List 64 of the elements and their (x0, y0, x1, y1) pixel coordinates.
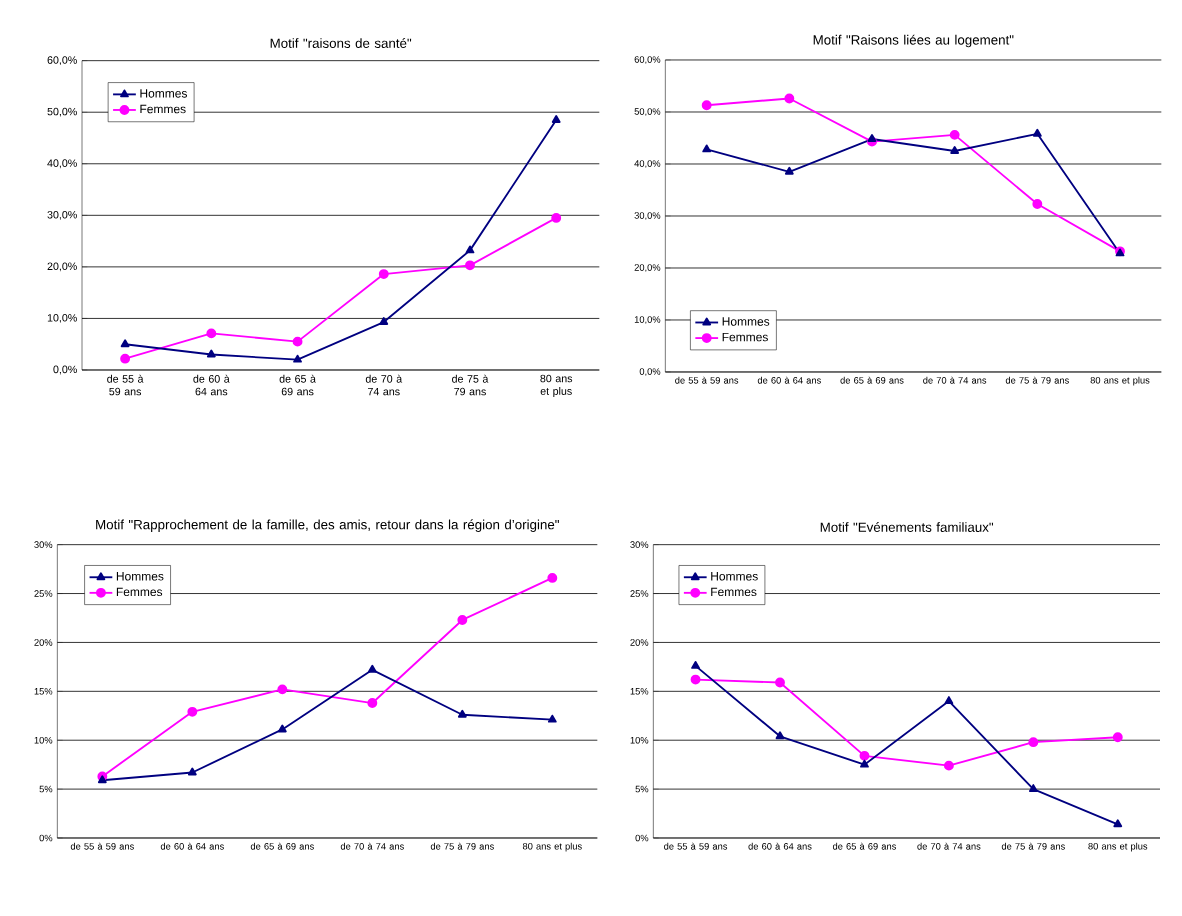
x-tick-label: de 70 à 74 ans (365, 374, 403, 396)
y-tick-label: 15% (630, 688, 649, 695)
y-tick-label: 25% (34, 590, 53, 597)
y-tick-label: 10,0% (47, 314, 77, 323)
x-tick-label: de 60 à 64 ans (160, 842, 224, 850)
y-tick-label: 10,0% (634, 316, 661, 324)
x-tick-label: de 75 à 79 ans (452, 374, 489, 396)
x-tick-label: de 55 à 59 ans (664, 842, 728, 850)
x-tick-label: de 65 à 69 ans (279, 374, 316, 396)
y-tick-label: 40,0% (634, 160, 661, 168)
x-tick-label: de 60 à 64 ans (757, 376, 821, 384)
x-tick-label: 80 ans et plus (1090, 376, 1150, 386)
y-tick-label: 50,0% (47, 107, 77, 117)
x-tick-label: de 60 à 64 ans (193, 374, 230, 396)
y-tick-label: 10% (630, 736, 649, 744)
legend-label: Femmes (140, 104, 186, 114)
x-tick-label: de 55 à 59 ans (675, 376, 739, 384)
legend-label: Hommes (711, 572, 758, 581)
y-tick-label: 30,0% (47, 210, 77, 220)
chart-title: Motif "Evénements familiaux" (820, 521, 994, 532)
legend-label: Hommes (722, 317, 770, 326)
y-tick-label: 20% (630, 639, 649, 646)
x-tick-label: de 70 à 74 ans (340, 842, 404, 850)
y-tick-label: 30,0% (634, 212, 661, 220)
y-tick-label: 0% (635, 834, 649, 842)
x-tick-label: de 60 à 64 ans (748, 842, 812, 850)
x-tick-label: 80 ans et plus (522, 842, 582, 852)
chart-title: Motif "raisons de santé" (270, 37, 412, 48)
y-tick-label: 30% (34, 541, 53, 548)
y-tick-label: 20,0% (634, 264, 661, 272)
x-tick-label: de 65 à 69 ans (250, 842, 314, 850)
x-tick-label: de 75 à 79 ans (430, 842, 494, 850)
legend-label: Hommes (116, 572, 164, 581)
y-tick-label: 0,0% (639, 368, 661, 376)
y-tick-label: 25% (630, 590, 649, 597)
chart-title: Motif "Raisons liées au logement" (813, 34, 1014, 48)
legend-label: Femmes (722, 332, 768, 342)
x-tick-label: 80 ans et plus (540, 374, 573, 398)
x-tick-label: de 55 à 59 ans (70, 842, 134, 850)
y-tick-label: 0% (39, 834, 53, 842)
chart-title: Motif "Rapprochement de la famille, des amis, retour dans la région d’origine" (96, 519, 559, 532)
y-tick-label: 15% (34, 688, 53, 695)
y-tick-label: 5% (39, 785, 53, 793)
y-tick-label: 20% (34, 639, 53, 646)
x-tick-label: de 55 à 59 ans (107, 374, 144, 396)
x-tick-label: de 75 à 79 ans (1005, 376, 1069, 384)
y-tick-label: 10% (34, 736, 53, 744)
x-tick-label: de 70 à 74 ans (923, 376, 987, 384)
legend-label: Femmes (711, 587, 757, 597)
legend-label: Femmes (116, 587, 163, 597)
y-tick-label: 40,0% (47, 159, 77, 169)
y-tick-label: 50,0% (634, 108, 661, 116)
x-tick-label: 80 ans et plus (1088, 842, 1148, 852)
x-tick-label: de 75 à 79 ans (1001, 842, 1065, 850)
x-tick-label: de 65 à 69 ans (832, 842, 897, 850)
y-tick-label: 0,0% (53, 365, 77, 375)
y-tick-label: 60,0% (634, 56, 661, 64)
y-tick-label: 60,0% (47, 56, 77, 66)
x-tick-label: de 70 à 74 ans (917, 842, 981, 850)
y-tick-label: 20,0% (47, 262, 77, 272)
legend-label: Hommes (140, 89, 187, 98)
y-tick-label: 30% (630, 541, 649, 548)
y-tick-label: 5% (635, 785, 649, 793)
x-tick-label: de 65 à 69 ans (840, 376, 904, 384)
